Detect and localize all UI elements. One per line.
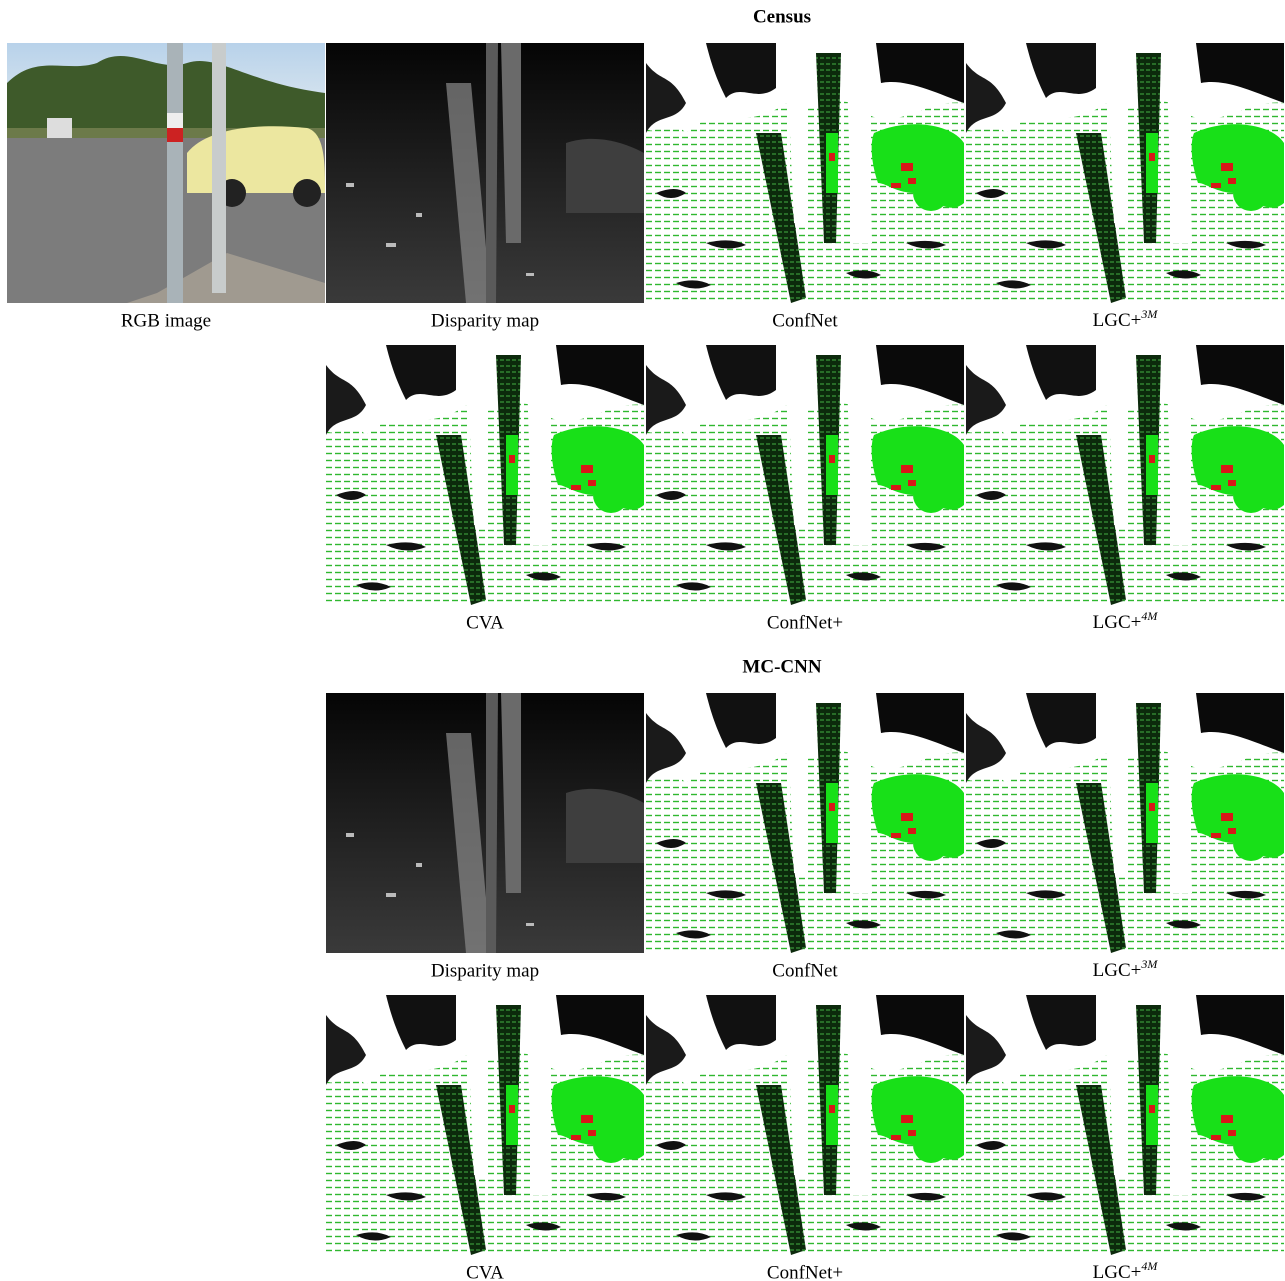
image-panel <box>646 345 964 605</box>
caption: ConfNet <box>772 310 838 331</box>
caption: LGC+3M <box>1093 957 1159 982</box>
figure: RGB imageCensusDisparity mapConfNetLGC+3… <box>0 0 1285 1281</box>
caption: ConfNet+ <box>767 1262 843 1281</box>
image-panel <box>646 995 964 1255</box>
caption: CVA <box>466 1262 504 1281</box>
caption-text: LGC+ <box>1093 612 1142 633</box>
image-panel <box>7 43 325 303</box>
caption: Disparity map <box>431 960 539 981</box>
image-panel <box>966 995 1284 1255</box>
caption: Disparity map <box>431 310 539 331</box>
image-panel <box>326 345 644 605</box>
caption: LGC+3M <box>1093 307 1159 332</box>
caption-superscript: 3M <box>1140 307 1158 321</box>
caption-text: LGC+ <box>1093 310 1142 331</box>
caption: ConfNet <box>772 960 838 981</box>
section-title: Census <box>753 6 811 27</box>
image-panel <box>326 693 644 953</box>
section-title: MC-CNN <box>742 656 821 677</box>
image-panel <box>966 43 1284 303</box>
image-panel <box>326 995 644 1255</box>
caption: LGC+4M <box>1093 1259 1159 1281</box>
image-panel <box>326 43 644 303</box>
image-panel <box>966 345 1284 605</box>
caption: LGC+4M <box>1093 609 1159 634</box>
caption: CVA <box>466 612 504 633</box>
image-panel <box>966 693 1284 953</box>
caption-superscript: 4M <box>1141 609 1158 623</box>
caption: ConfNet+ <box>767 612 843 633</box>
image-panel <box>646 43 964 303</box>
caption-superscript: 3M <box>1140 957 1158 971</box>
image-panel <box>646 693 964 953</box>
caption-superscript: 4M <box>1141 1259 1158 1273</box>
caption: RGB image <box>121 310 211 331</box>
caption-text: LGC+ <box>1093 960 1142 981</box>
caption-text: LGC+ <box>1093 1262 1142 1281</box>
